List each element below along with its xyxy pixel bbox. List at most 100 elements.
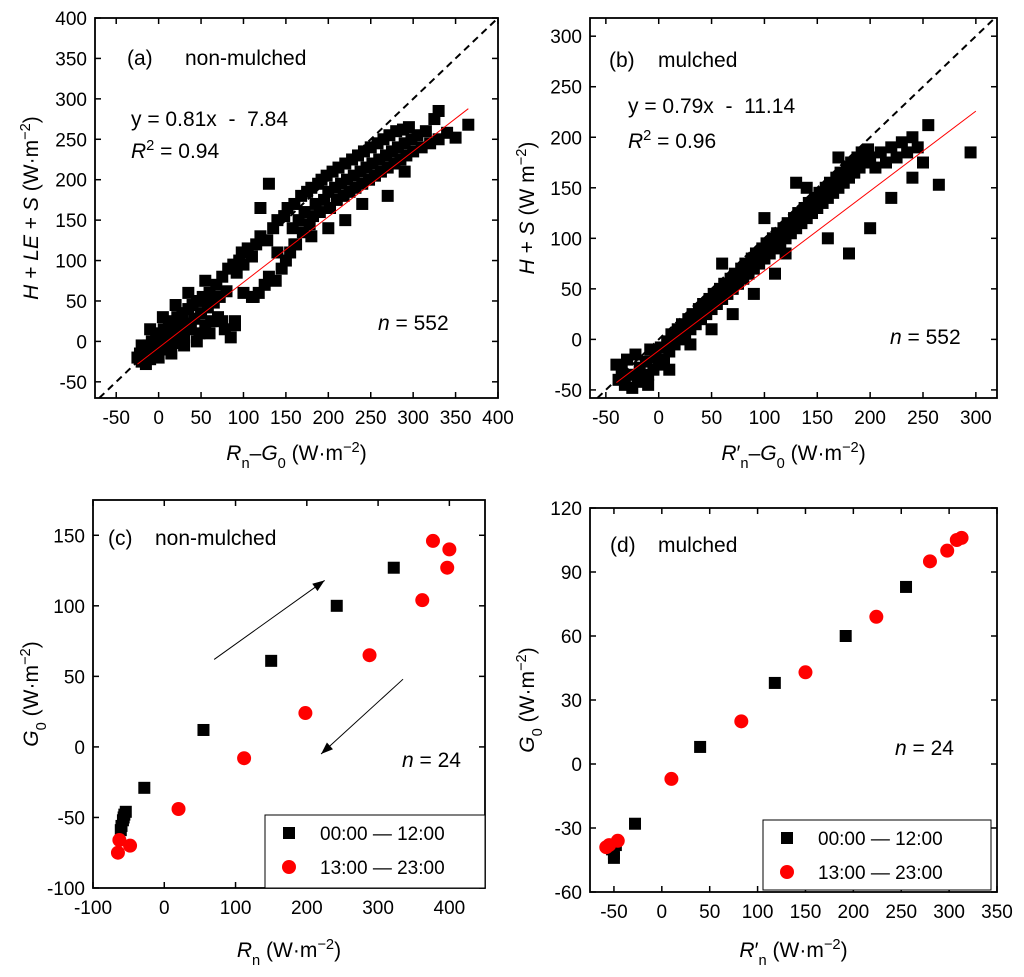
plot-area-c <box>110 533 457 860</box>
plot-area-b <box>596 18 996 398</box>
data-point <box>922 119 935 132</box>
data-point-circle <box>362 648 377 663</box>
data-point <box>663 363 676 376</box>
data-point <box>167 337 180 350</box>
trend-arrow-head <box>312 580 325 592</box>
data-point-circle <box>734 714 749 729</box>
y-tick-label: 300 <box>550 27 582 48</box>
data-point-square <box>265 654 278 667</box>
data-point-square <box>330 599 343 612</box>
data-point-circle <box>123 838 138 853</box>
data-point <box>245 250 258 263</box>
data-point <box>821 232 834 245</box>
x-tick-label: 100 <box>742 902 774 923</box>
plot-frame <box>94 17 499 399</box>
panel-label: (d) <box>610 534 636 557</box>
data-point <box>269 274 282 287</box>
data-point-circle <box>425 533 440 548</box>
data-point-circle <box>954 530 969 545</box>
data-point-circle <box>171 801 186 816</box>
panel-condition: mulched <box>658 49 737 72</box>
data-point <box>224 331 237 344</box>
data-point-circle <box>298 706 313 721</box>
x-tick-label: 0 <box>653 408 664 429</box>
x-tick-label: 150 <box>270 408 302 429</box>
data-point <box>917 156 929 169</box>
y-tick-label: 30 <box>561 691 582 712</box>
data-point <box>178 339 191 352</box>
data-point <box>339 214 352 227</box>
data-point <box>152 351 165 364</box>
legend-entry: 00:00 — 12:00 <box>818 829 943 850</box>
data-point-square <box>839 630 852 642</box>
x-axis-label: Rn–G0 (W·m−2) <box>226 440 366 472</box>
x-tick-label: 250 <box>355 408 387 429</box>
panel-d: -50 0 50 100 150 200 250 300 350 -60 -30 0 30 60 90 120… <box>514 499 1013 969</box>
panel-label: (a) <box>127 47 153 70</box>
y-tick-label: 0 <box>571 330 582 351</box>
y-tick-label: 400 <box>55 9 87 30</box>
x-tick-label: 200 <box>854 408 886 429</box>
data-point <box>182 286 195 299</box>
x-tick-label: 100 <box>220 898 252 919</box>
y-tick-label: 0 <box>571 755 582 776</box>
data-point-square <box>768 676 781 689</box>
data-point-square <box>694 740 707 753</box>
y-tick-label: 50 <box>66 292 87 313</box>
sample-count: n = 24 <box>402 749 461 772</box>
legend-marker-square <box>283 827 295 839</box>
data-point <box>262 177 275 190</box>
x-tick-label: -100 <box>74 898 112 919</box>
legend-marker-circle <box>780 865 794 879</box>
y-tick-label: -60 <box>555 883 582 904</box>
data-point <box>441 126 454 139</box>
y-tick-label: -100 <box>47 879 85 900</box>
x-axis-label: Rn (W·m−2) <box>237 937 341 969</box>
data-point <box>419 125 432 138</box>
x-tick-label: 350 <box>981 902 1013 923</box>
data-point <box>642 378 655 391</box>
data-point <box>885 141 898 154</box>
data-point <box>890 151 903 164</box>
trend-arrow-line <box>213 580 325 660</box>
plot-frame <box>589 17 998 399</box>
data-point <box>288 238 301 251</box>
y-tick-label: 300 <box>55 90 87 111</box>
data-point <box>885 191 898 204</box>
data-point <box>880 156 892 169</box>
trend-arrow-head <box>321 742 333 754</box>
data-point <box>254 202 267 214</box>
x-axis-label: R′n (W·m−2) <box>739 937 847 969</box>
data-point-square <box>138 781 151 794</box>
y-tick-label: 0 <box>74 738 85 759</box>
x-tick-label: 300 <box>960 408 992 429</box>
data-point <box>626 381 639 394</box>
y-tick-label: 60 <box>561 627 582 648</box>
data-point <box>203 327 216 340</box>
panel-condition: mulched <box>658 534 737 557</box>
x-tick-label: 200 <box>838 902 870 923</box>
data-point-circle <box>940 543 955 558</box>
x-tick-label: 0 <box>153 408 164 429</box>
one-to-one-line <box>98 18 498 398</box>
x-tick-label: 100 <box>749 408 781 429</box>
x-tick-label: 50 <box>701 408 722 429</box>
data-point <box>135 339 148 352</box>
data-point <box>832 151 845 164</box>
y-tick-label: 350 <box>55 49 87 70</box>
legend-entry: 13:00 — 23:00 <box>818 863 943 884</box>
x-tick-label: 250 <box>907 408 939 429</box>
x-tick-label: 350 <box>440 408 472 429</box>
y-tick-label: 200 <box>55 171 87 192</box>
regression-line <box>137 108 469 365</box>
data-point <box>199 274 212 287</box>
one-to-one-line <box>596 18 996 398</box>
data-point <box>790 176 803 189</box>
y-tick-label: 100 <box>55 252 87 273</box>
data-point-circle <box>415 593 430 608</box>
y-tick-label: 100 <box>550 229 582 250</box>
data-point-circle <box>112 833 127 848</box>
panel-label: (b) <box>609 49 635 72</box>
data-point <box>271 246 284 259</box>
data-point-circle <box>664 771 679 786</box>
